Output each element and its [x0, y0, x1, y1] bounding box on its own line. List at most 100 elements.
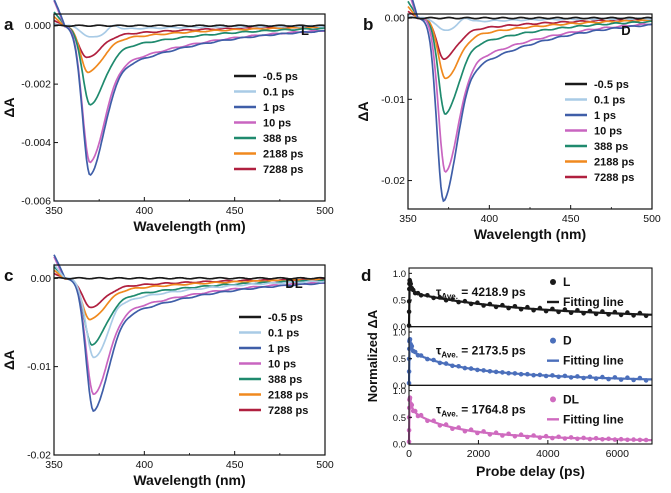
data-point — [443, 361, 449, 366]
legend-label: 7288 ps — [263, 164, 303, 176]
data-point — [537, 435, 543, 440]
legend-label: 7288 ps — [594, 172, 634, 184]
data-point — [581, 435, 586, 441]
panel-b: 350 400 450 500 0.00 -0.01 -0.02 Wavelength (nm… — [355, 0, 661, 242]
data-point — [550, 306, 555, 312]
data-point — [575, 374, 580, 379]
data-point — [618, 377, 624, 382]
data-point — [407, 395, 413, 401]
legend-label: 10 ps — [268, 359, 296, 371]
tau-annotation: τAve. = 4218.9 ps — [436, 285, 526, 301]
y-tick-label: 0.00 — [385, 13, 406, 25]
x-tick-label: 400 — [136, 459, 154, 471]
legend-label: DL — [563, 392, 579, 406]
data-point — [487, 301, 493, 307]
panel-c: 350 400 450 500 0.00 -0.01 -0.02 Wavelength (nm… — [1, 254, 334, 488]
data-point — [600, 437, 605, 442]
y-axis-label: ΔA — [1, 350, 17, 370]
data-point — [525, 304, 530, 310]
data-point — [581, 375, 586, 381]
data-point — [618, 312, 624, 318]
legend-marker — [550, 337, 556, 344]
data-point — [450, 363, 455, 369]
data-point — [525, 434, 530, 440]
data-point — [631, 377, 636, 383]
tau-annotation: τAve. = 2173.5 ps — [436, 344, 526, 360]
subplot-frame — [408, 384, 653, 445]
y-axis-label: ΔA — [355, 101, 371, 121]
legend-label: 0.1 ps — [268, 328, 299, 340]
legend-marker — [550, 396, 556, 403]
data-point — [606, 312, 611, 317]
series-line-0.1ps — [53, 263, 326, 359]
x-tick-label: 400 — [481, 213, 499, 225]
data-point — [612, 309, 618, 315]
data-point — [450, 426, 455, 432]
data-point — [643, 437, 649, 443]
data-point — [525, 371, 530, 377]
x-axis-label: Wavelength (nm) — [133, 472, 245, 488]
data-point — [562, 436, 568, 441]
data-point — [475, 367, 480, 373]
legend-label: 10 ps — [263, 118, 291, 130]
data-point — [500, 370, 505, 375]
data-point — [575, 436, 580, 442]
y-tick-label: -0.02 — [381, 175, 405, 187]
tau-part: τ — [436, 285, 442, 299]
data-point — [531, 372, 536, 378]
data-point — [587, 308, 593, 314]
y-axis-label: Normalized ΔA — [365, 309, 380, 402]
data-point — [600, 374, 605, 380]
data-point — [462, 365, 468, 371]
y-tick-label: 1.0 — [393, 269, 406, 280]
x-tick-label: 400 — [136, 205, 154, 217]
x-axis-label: Probe delay (ps) — [476, 463, 585, 479]
x-tick-label: 4000 — [536, 448, 560, 460]
legend-label: 0.1 ps — [594, 95, 625, 107]
legend-label: Fitting line — [563, 354, 624, 368]
legend-label: L — [563, 275, 570, 289]
data-point — [562, 373, 568, 379]
data-point — [487, 432, 493, 437]
legend-label: D — [563, 334, 572, 348]
x-tick-label: 450 — [226, 205, 244, 217]
data-point — [431, 295, 436, 301]
legend-label: Fitting line — [563, 295, 624, 309]
tau-part: Ave. — [441, 292, 458, 301]
data-point — [543, 373, 549, 379]
data-point — [425, 293, 430, 298]
data-point — [568, 375, 574, 380]
panel-letter: b — [363, 15, 373, 34]
data-point — [518, 306, 524, 312]
y-tick-label: 0.5 — [393, 354, 406, 365]
x-tick-label: 450 — [562, 213, 580, 225]
series-line-0.5ps — [53, 24, 326, 28]
tau-annotation: τAve. = 1764.8 ps — [436, 402, 526, 418]
data-point — [631, 437, 636, 442]
data-point — [512, 304, 518, 309]
data-point — [637, 375, 643, 381]
tau-part: = 2173.5 ps — [458, 344, 526, 358]
data-point — [468, 427, 474, 433]
data-point — [468, 366, 474, 371]
x-tick-label: 350 — [399, 213, 417, 225]
x-tick-label: 350 — [45, 459, 63, 471]
data-point — [518, 432, 524, 438]
y-tick-label: 0.0 — [393, 440, 406, 451]
legend-label: 10 ps — [594, 126, 622, 138]
data-point — [543, 308, 549, 314]
y-tick-label: 0.0 — [393, 322, 406, 333]
data-point — [587, 436, 593, 442]
x-tick-label: 6000 — [606, 448, 630, 460]
data-point — [443, 297, 449, 303]
x-tick-label: 2000 — [467, 448, 491, 460]
data-point — [537, 372, 543, 378]
y-tick-label: -0.006 — [21, 196, 51, 208]
legend-label: 2188 ps — [268, 390, 308, 402]
y-axis-label: ΔA — [1, 97, 17, 117]
data-point — [625, 375, 630, 381]
data-point — [437, 423, 443, 428]
data-point — [437, 360, 443, 366]
series-line-388ps — [53, 266, 326, 346]
data-point — [481, 303, 486, 308]
